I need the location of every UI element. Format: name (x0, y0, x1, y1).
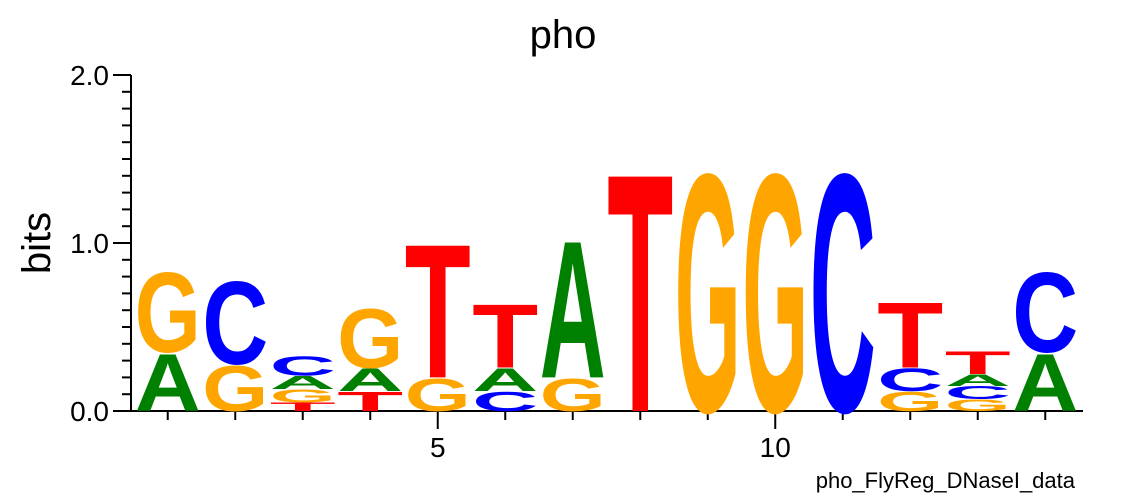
logo-letter-C: C (1012, 248, 1078, 376)
logo-letter-G: G (540, 369, 606, 421)
logo-letter-C: C (270, 351, 336, 382)
y-tick-label: 2.0 (70, 60, 109, 91)
y-tick-label: 0.0 (70, 396, 109, 427)
logo-letter-T: T (945, 345, 1011, 381)
axes: 0.0 1.0 2.0 5 10 (70, 60, 1083, 463)
logo-letter-A: A (337, 361, 403, 398)
logo-letter-A: A (270, 372, 336, 393)
logo-letter-C: C (202, 257, 268, 389)
logo-letter-C: C (945, 382, 1011, 403)
chart-title: pho (530, 13, 597, 57)
logo-letter-G: G (742, 102, 808, 484)
y-tick-label: 1.0 (70, 228, 109, 259)
footer-label: pho_FlyReg_DNaseI_data (816, 468, 1076, 493)
logo-letter-C: C (810, 102, 876, 483)
logo-letter-T: T (270, 401, 336, 414)
logo-letter-A: A (135, 338, 201, 428)
logo-letter-T: T (472, 286, 538, 387)
logo-letter-G: G (270, 386, 336, 407)
logo-letter-C: C (472, 386, 538, 417)
logo-letter-T: T (877, 284, 943, 388)
logo-letter-G: G (675, 102, 741, 484)
logo-letter-T: T (405, 204, 471, 418)
logo-letter-G: G (945, 396, 1011, 414)
x-tick-label: 5 (430, 432, 446, 463)
logo-letter-G: G (202, 352, 268, 425)
logo-letter-C: C (877, 361, 943, 398)
logo-letter-A: A (1012, 338, 1078, 428)
logo-letter-G: G (405, 369, 471, 421)
logo-letter-A: A (945, 371, 1011, 389)
x-tick-label: 10 (760, 432, 791, 463)
logo-letter-G: G (877, 386, 943, 417)
logo-letter-T: T (607, 102, 673, 484)
logo-letter-T: T (337, 386, 403, 417)
logo-letter-G: G (337, 292, 403, 386)
logo-letter-A: A (540, 202, 606, 420)
logo-letter-A: A (472, 361, 538, 398)
y-axis-label: bits (15, 212, 59, 274)
logo-letter-G: G (135, 250, 201, 377)
